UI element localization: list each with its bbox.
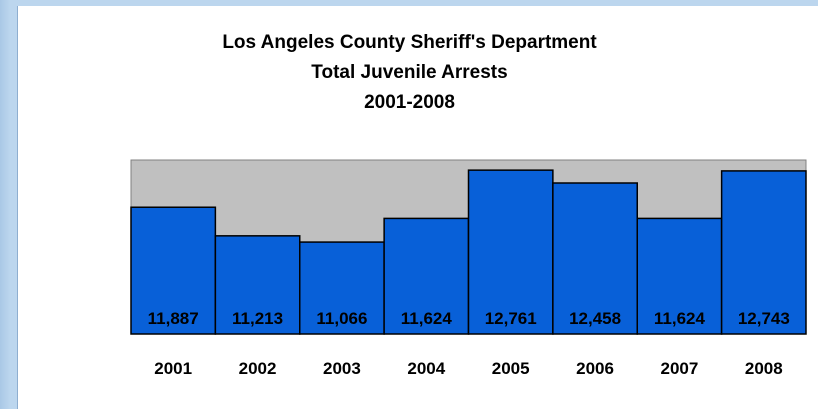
bar-2008: [720, 170, 807, 335]
chart-title-block: Los Angeles County Sheriff's Department …: [18, 28, 818, 118]
bar-2002: [214, 235, 301, 335]
bar-chart: 11,887 2001 11,213 2002 11,066 2003 11,624 2004…: [130, 159, 807, 378]
category-label-2002: 2002: [239, 359, 277, 378]
value-label-2005: 12,761: [485, 309, 537, 328]
value-label-2008: 12,743: [738, 309, 790, 328]
bar-2005: [467, 169, 554, 335]
chart-subtitle: Total Juvenile Arrests: [311, 62, 508, 83]
category-label-2007: 2007: [661, 359, 699, 378]
value-label-2003: 11,066: [316, 309, 367, 328]
category-label-2003: 2003: [323, 359, 361, 378]
value-label-2001: 11,887: [148, 309, 199, 328]
value-label-2002: 11,213: [232, 309, 283, 328]
chart-subtitle-years: 2001-2008: [364, 92, 455, 113]
bar-2006: [552, 182, 638, 335]
bar-2001: [130, 206, 217, 335]
category-label-2001: 2001: [154, 359, 192, 378]
category-label-2006: 2006: [576, 359, 614, 378]
value-label-2004: 11,624: [401, 309, 453, 328]
category-label-2005: 2005: [492, 359, 530, 378]
category-label-2004: 2004: [407, 359, 445, 378]
category-label-2008: 2008: [745, 359, 783, 378]
value-label-2007: 11,624: [654, 309, 706, 328]
bar-2004: [383, 217, 470, 335]
chart-card: Los Angeles County Sheriff's Department …: [17, 6, 818, 409]
chart-title: Los Angeles County Sheriff's Department: [222, 32, 597, 53]
value-label-2006: 12,458: [569, 309, 621, 328]
